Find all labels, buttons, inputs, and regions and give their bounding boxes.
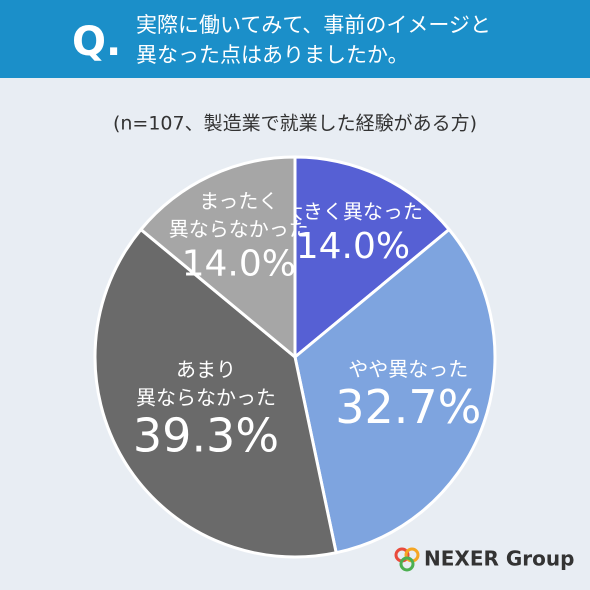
pie-slice <box>138 155 297 361</box>
pie-slice <box>293 155 452 361</box>
question-mark: Q. <box>72 19 121 65</box>
slice-label: まったく <box>199 189 278 213</box>
header-band <box>0 0 590 78</box>
pie-slice <box>93 227 338 559</box>
logo-icon <box>399 556 415 572</box>
subtitle: (n=107、製造業で就業した経験がある方) <box>113 113 477 135</box>
pie-slice <box>293 227 497 555</box>
value-label: 32.7% <box>335 380 481 434</box>
slice-label: 異ならなかった <box>169 217 309 241</box>
logo: NEXER Group <box>394 547 574 572</box>
slice-label: 異ならなかった <box>136 385 276 409</box>
value-label: 39.3% <box>133 408 279 462</box>
title-line: 異なった点はありましたか。 <box>136 43 409 67</box>
logo-text: NEXER Group <box>424 547 574 571</box>
value-label: 14.0% <box>182 244 296 285</box>
value-label: 14.0% <box>296 226 410 267</box>
slice-label: やや異なった <box>348 357 468 381</box>
slice-label: 大きく異なった <box>283 199 423 223</box>
title-line: 実際に働いてみて、事前のイメージと <box>136 13 491 37</box>
slice-label: あまり <box>176 357 236 381</box>
